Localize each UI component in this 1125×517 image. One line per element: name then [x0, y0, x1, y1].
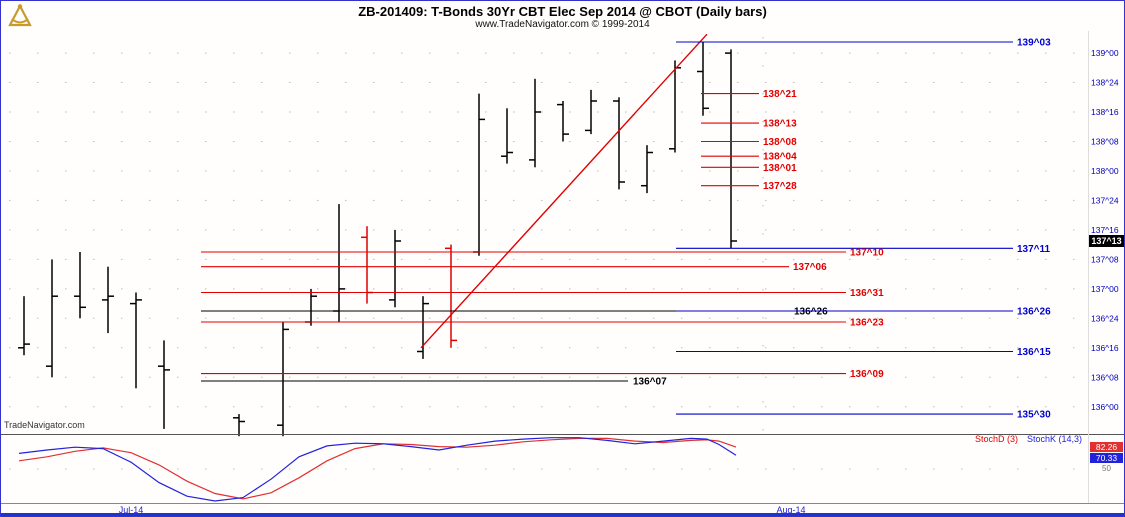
- level-label: 138^04: [763, 152, 797, 163]
- price-axis-label: 136^08: [1091, 372, 1119, 382]
- level-label: 137^28: [763, 181, 797, 192]
- watermark: TradeNavigator.com: [4, 420, 85, 430]
- stoch-line-stochd: [18, 437, 737, 500]
- date-axis[interactable]: Jul-14 Aug-14: [1, 504, 1124, 515]
- stochd-legend-label: StochD (3): [974, 434, 1018, 444]
- price-axis-label: 137^00: [1091, 284, 1119, 294]
- price-axis-label: 137^24: [1091, 195, 1119, 205]
- level-label: 136^31: [850, 288, 884, 299]
- level-label: 135^30: [1017, 410, 1051, 421]
- price-axis-label: 137^16: [1091, 225, 1119, 235]
- price-axis-label: 136^24: [1091, 313, 1119, 323]
- current-price-box: 137^13: [1089, 235, 1124, 247]
- level-label: 136^15: [1017, 347, 1051, 358]
- stochk-legend-label: StochK (14,3): [1026, 434, 1082, 444]
- chart-subtitle: www.TradeNavigator.com © 1999-2014: [475, 19, 650, 30]
- chart-title: ZB-201409: T-Bonds 30Yr CBT Elec Sep 201…: [358, 4, 767, 19]
- trendline: [420, 33, 708, 349]
- level-label: 136^23: [850, 318, 884, 329]
- level-label: 137^10: [850, 248, 884, 259]
- tradenavigator-logo: [8, 3, 32, 27]
- level-label: 137^11: [1017, 244, 1051, 255]
- level-label: 136^26: [1017, 307, 1051, 318]
- level-label: 138^01: [763, 163, 797, 174]
- level-label: 138^21: [763, 89, 797, 100]
- stoch-legend: StochD (3) StochK (14,3): [975, 434, 1082, 444]
- titlebar: ZB-201409: T-Bonds 30Yr CBT Elec Sep 201…: [1, 1, 1124, 31]
- price-axis-label: 138^00: [1091, 166, 1119, 176]
- price-axis-label: 136^16: [1091, 343, 1119, 353]
- stochk-value-box: 70.33: [1090, 453, 1123, 463]
- price-axis-label: 138^08: [1091, 137, 1119, 147]
- date-label-aug: Aug-14: [776, 505, 806, 515]
- level-label: 136^07: [633, 377, 667, 388]
- level-label: 139^03: [1017, 38, 1051, 49]
- date-label-jul: Jul-14: [118, 505, 144, 515]
- price-axis-label: 138^24: [1091, 78, 1119, 88]
- price-axis-label: 137^08: [1091, 254, 1119, 264]
- price-axis-label: 138^16: [1091, 107, 1119, 117]
- stochd-value-box: 82.26: [1090, 442, 1123, 452]
- bottom-border: [1, 513, 1124, 516]
- price-axis-label: 136^00: [1091, 402, 1119, 412]
- price-axis-label: 139^00: [1091, 48, 1119, 58]
- level-label: 138^13: [763, 119, 797, 130]
- level-label: 136^09: [850, 369, 884, 380]
- level-label: 138^08: [763, 137, 797, 148]
- level-label-bg: [631, 374, 670, 387]
- level-label: 136^26: [794, 307, 828, 318]
- stoch-line-stochk: [18, 437, 737, 502]
- stoch-midline-label: 50: [1102, 464, 1111, 473]
- level-label: 137^06: [793, 262, 827, 273]
